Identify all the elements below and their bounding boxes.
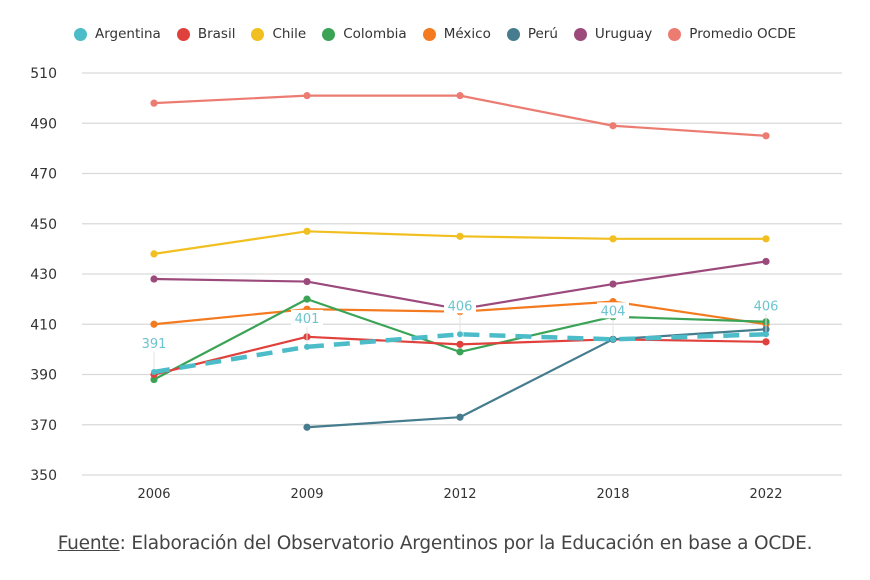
y-tick-label: 370 [30, 418, 57, 434]
legend-marker-icon [506, 27, 520, 41]
legend-item-chile[interactable]: Chile [251, 26, 306, 42]
data-point [762, 132, 770, 140]
data-label: 404 [601, 304, 626, 319]
data-point [150, 250, 158, 258]
series-promedio-ocde [150, 92, 770, 140]
legend-marker-icon [422, 27, 436, 41]
legend-item-mexico[interactable]: México [422, 26, 491, 42]
legend-label: Uruguay [594, 26, 653, 42]
legend-label: México [443, 26, 491, 42]
legend-marker-icon [573, 27, 587, 41]
legend-marker-icon [251, 27, 265, 41]
series-argentina: 391 401 406 404 406 [138, 297, 782, 375]
y-tick-label: 490 [30, 116, 57, 132]
x-tick-label: 2018 [596, 487, 629, 502]
legend-label: Promedio OCDE [689, 26, 797, 42]
data-label: 391 [142, 337, 167, 352]
data-point [456, 232, 464, 240]
x-tick-label: 2022 [749, 487, 782, 502]
data-point [456, 413, 464, 421]
data-label: 406 [448, 299, 473, 314]
data-point [303, 295, 311, 303]
data-label-bg [597, 302, 629, 319]
legend-marker-icon [73, 27, 87, 41]
series-colombia [150, 295, 770, 384]
y-tick-label: 430 [30, 267, 57, 283]
legend-item-argentina[interactable]: Argentina [73, 26, 161, 42]
y-tick-label: 390 [30, 368, 57, 384]
y-tick-label: 470 [30, 167, 57, 183]
data-point [456, 92, 464, 100]
data-point [303, 227, 311, 235]
data-point [303, 92, 311, 100]
legend-marker-icon [322, 27, 336, 41]
data-label: 406 [754, 299, 779, 314]
data-label: 401 [295, 312, 320, 327]
data-point [763, 331, 769, 338]
data-point [151, 368, 157, 375]
legend-label: Colombia [343, 26, 407, 42]
data-point [150, 375, 158, 384]
x-tick-label: 2006 [137, 487, 170, 502]
data-label-bg [138, 334, 170, 351]
legend-label: Perú [527, 26, 558, 42]
legend-item-brasil[interactable]: Brasil [176, 26, 236, 42]
legend-marker-icon [668, 27, 682, 41]
data-point [456, 340, 464, 348]
data-label-bg [750, 297, 782, 314]
series-line [306, 328, 767, 429]
y-tick-label: 350 [30, 468, 57, 484]
series-chile [150, 227, 770, 258]
x-tick-label: 2012 [443, 487, 476, 502]
data-point [609, 122, 617, 130]
legend-item-uruguay[interactable]: Uruguay [573, 26, 653, 42]
legend-item-promedio-ocde[interactable]: Promedio OCDE [668, 26, 796, 42]
chart-legend: Argentina Brasil Chile Colombia México Perú Ur… [0, 26, 870, 42]
legend-marker-icon [176, 27, 190, 41]
data-point [609, 280, 617, 288]
source-note: Fuente: Elaboración del Observatorio Arg… [0, 533, 870, 554]
legend-label: Chile [272, 26, 307, 42]
data-point [762, 338, 770, 346]
source-label: Fuente [57, 533, 120, 554]
y-tick-label: 510 [30, 66, 57, 82]
data-point [609, 235, 617, 243]
data-point [303, 423, 311, 431]
line-chart: 350 370 390 410 430 450 470 490 510 2006 2009 2012 2… [30, 66, 842, 502]
x-tick-label: 2009 [290, 487, 323, 502]
data-point [762, 235, 770, 243]
data-label-bg [291, 309, 323, 326]
data-point [303, 277, 311, 286]
data-point [304, 343, 310, 350]
legend-label: Brasil [197, 26, 236, 42]
y-tick-label: 450 [30, 217, 57, 233]
series-line [153, 94, 767, 137]
data-point [150, 320, 158, 328]
data-point [456, 348, 464, 356]
data-point [762, 257, 770, 266]
data-label-bg [444, 297, 476, 314]
data-point [150, 275, 158, 283]
legend-item-peru[interactable]: Perú [506, 26, 558, 42]
data-point [610, 336, 616, 343]
source-text: : Elaboración del Observatorio Argentino… [119, 533, 813, 554]
legend-item-colombia[interactable]: Colombia [322, 26, 407, 42]
data-point [457, 331, 463, 338]
legend-label: Argentina [94, 26, 161, 42]
y-tick-label: 410 [30, 317, 57, 333]
data-point [150, 99, 158, 107]
